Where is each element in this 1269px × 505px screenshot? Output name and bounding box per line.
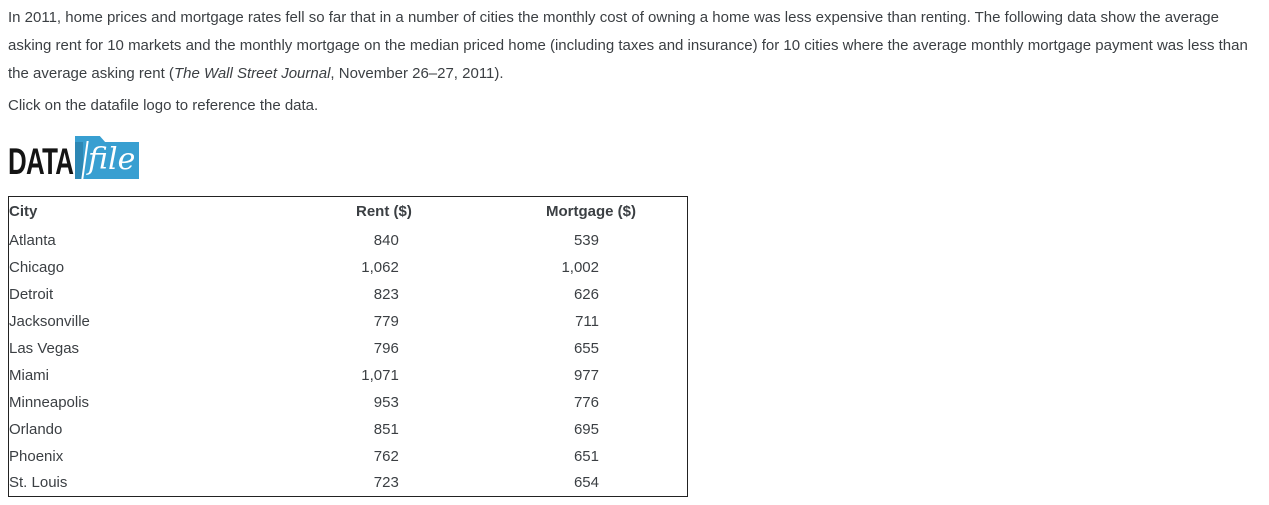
- city-cell: Chicago: [9, 258, 65, 276]
- mortgage-cell: 776: [573, 393, 599, 411]
- table-row: Orlando 851 695: [9, 416, 688, 443]
- folder-tab: [75, 136, 106, 143]
- rent-cell: 723: [373, 474, 399, 492]
- table-header-row: City Rent ($) Mortgage ($): [9, 197, 688, 227]
- folder-icon: file: [75, 136, 139, 179]
- question-page: In 2011, home prices and mortgage rates …: [8, 4, 1261, 497]
- question-text: In 2011, home prices and mortgage rates …: [8, 4, 1261, 88]
- rent-cell: 823: [373, 285, 399, 303]
- mortgage-cell: 651: [573, 447, 599, 465]
- question-text-part1: In 2011, home prices and mortgage rates …: [8, 9, 1248, 82]
- datafile-instruction: Click on the datafile logo to reference …: [8, 97, 319, 114]
- city-cell: Orlando: [9, 420, 63, 438]
- table-row: Chicago 1,062 1,002: [9, 254, 688, 281]
- rent-cell: 796: [373, 339, 399, 357]
- city-cell: Las Vegas: [9, 339, 80, 357]
- rent-cell: 1,062: [361, 258, 399, 276]
- rent-cell: 840: [373, 231, 399, 249]
- city-cell: Detroit: [9, 285, 54, 303]
- rent-cell: 1,071: [361, 366, 399, 384]
- source-citation: The Wall Street Journal: [173, 65, 331, 82]
- rent-cell: 762: [373, 447, 399, 465]
- city-cell: St. Louis: [9, 474, 68, 492]
- datafile-logo-row: DATA file: [8, 136, 1261, 182]
- table-row: Phoenix 762 651: [9, 443, 688, 470]
- datafile-logo-data-label: DATA: [8, 141, 74, 182]
- table-row: Jacksonville 779 711: [9, 308, 688, 335]
- mortgage-cell: 654: [573, 474, 599, 492]
- table-row: Las Vegas 796 655: [9, 335, 688, 362]
- table-row: Minneapolis 953 776: [9, 389, 688, 416]
- datafile-logo[interactable]: DATA file: [8, 136, 139, 182]
- table-row: St. Louis 723 654: [9, 470, 688, 497]
- rent-cell: 851: [373, 420, 399, 438]
- datafile-logo-file-label: file: [88, 142, 136, 177]
- city-cell: Phoenix: [9, 447, 64, 465]
- city-cell: Minneapolis: [9, 393, 90, 411]
- table-row: Atlanta 840 539: [9, 227, 688, 254]
- rent-cell: 953: [373, 393, 399, 411]
- mortgage-cell: 977: [573, 366, 599, 384]
- mortgage-cell: 626: [573, 285, 599, 303]
- mortgage-cell: 655: [573, 339, 599, 357]
- rent-mortgage-table: City Rent ($) Mortgage ($) Atlanta 840 5…: [8, 196, 688, 497]
- city-cell: Atlanta: [9, 231, 56, 249]
- col-header-city: City: [9, 203, 38, 221]
- question-text-part2: , November 26–27, 2011).: [330, 65, 504, 82]
- city-cell: Jacksonville: [9, 312, 90, 330]
- mortgage-cell: 695: [573, 420, 599, 438]
- table-row: Detroit 823 626: [9, 281, 688, 308]
- mortgage-cell: 711: [575, 312, 599, 330]
- rent-cell: 779: [373, 312, 399, 330]
- mortgage-cell: 539: [573, 231, 599, 249]
- city-cell: Miami: [9, 366, 49, 384]
- table-row: Miami 1,071 977: [9, 362, 688, 389]
- folder-back-panel: [75, 142, 83, 179]
- col-header-mortgage: Mortgage ($): [546, 203, 636, 221]
- col-header-rent: Rent ($): [355, 203, 412, 221]
- mortgage-cell: 1,002: [561, 258, 599, 276]
